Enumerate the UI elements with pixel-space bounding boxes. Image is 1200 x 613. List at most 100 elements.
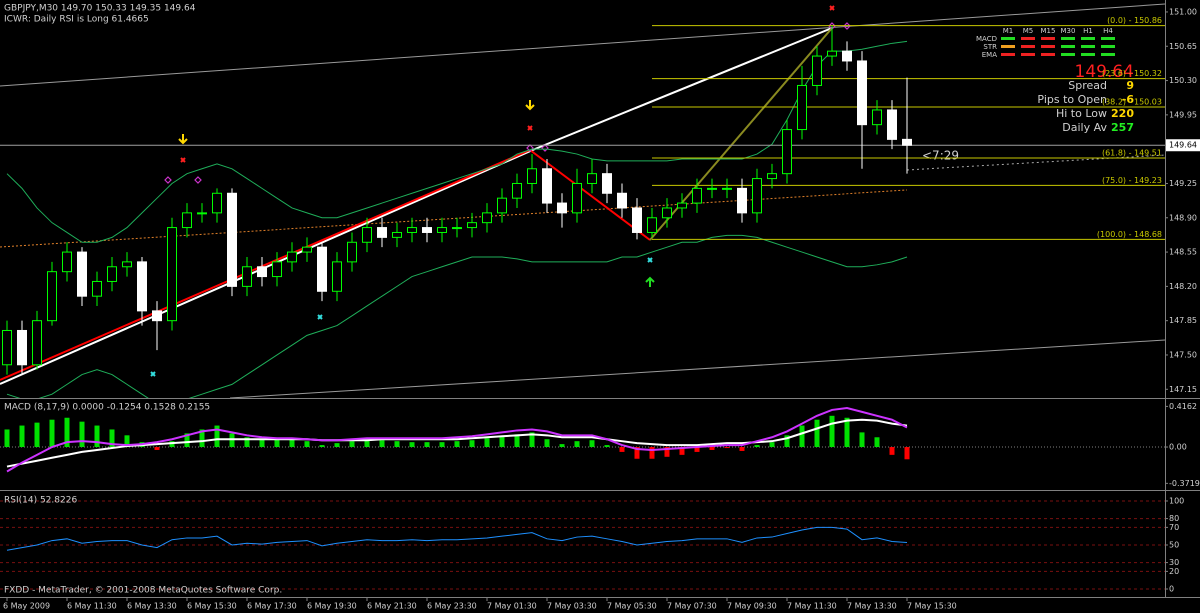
y-tick-label: 30 <box>1169 558 1179 567</box>
y-tick-label: 149.95 <box>1169 110 1197 119</box>
histogram-bar <box>274 438 280 448</box>
fib-label: (23.6) - 150.32 <box>1102 69 1162 78</box>
histogram-bar <box>874 437 880 448</box>
y-tick-label: 0.00 <box>1169 443 1187 452</box>
histogram-bar <box>79 421 85 448</box>
histogram-bar <box>64 417 70 448</box>
histogram-bar <box>769 442 775 448</box>
y-tick-label: -0.3719 <box>1169 479 1200 488</box>
candle-body <box>77 251 87 297</box>
indicator-note: ICWR: Daily RSI is Long 61.4665 <box>4 15 149 25</box>
signal-row-label: MACD <box>976 35 997 43</box>
timeframe-label: M1 <box>1003 27 1014 35</box>
candle-body <box>737 187 747 214</box>
candle-body <box>782 129 792 175</box>
candle-body <box>902 138 912 146</box>
candle-body <box>227 192 237 287</box>
candle-body <box>542 168 552 204</box>
candle-body <box>887 109 897 140</box>
candle-body <box>407 227 417 233</box>
pane-frames <box>0 0 1200 598</box>
histogram-bar <box>739 447 745 451</box>
histogram-bar <box>499 436 505 448</box>
x-tick-label: 7 May 03:30 <box>547 602 597 611</box>
candle-body <box>452 227 462 230</box>
candle-body <box>632 207 642 233</box>
current-price-label: 149.64 <box>1169 141 1197 150</box>
pane-title: MACD (8,17,9) 0.0000 -0.1254 0.1528 0.21… <box>4 403 210 413</box>
y-tick-label: 150.30 <box>1169 76 1197 85</box>
histogram-bar <box>394 441 400 448</box>
y-tick-label: 147.15 <box>1169 385 1197 394</box>
candle-body <box>872 109 882 126</box>
y-tick-label: 148.90 <box>1169 213 1197 222</box>
y-tick-label: 0.4162 <box>1169 402 1197 411</box>
candle-body <box>32 320 42 366</box>
histogram-bar <box>694 447 700 452</box>
histogram-bar <box>424 442 430 448</box>
stat-label: Pips to Open <box>1037 93 1107 106</box>
candle-body <box>647 217 657 233</box>
histogram-bar <box>469 440 475 448</box>
histogram-bar <box>409 442 415 448</box>
candle-body <box>137 261 147 312</box>
histogram-bar <box>754 445 760 448</box>
candle-body <box>377 227 387 238</box>
histogram-bar <box>664 447 670 457</box>
histogram-bar <box>214 425 220 448</box>
pane <box>0 406 1165 473</box>
candle-body <box>707 187 717 190</box>
histogram-bar <box>544 439 550 448</box>
histogram-bar <box>484 438 490 448</box>
histogram-bar <box>334 443 340 448</box>
candle-body <box>332 261 342 292</box>
candle-body <box>482 212 492 224</box>
x-tick-label: 6 May 21:30 <box>367 602 417 611</box>
band-line <box>6 234 908 398</box>
x-tick-label: 6 May 11:30 <box>67 602 117 611</box>
candle-body <box>122 261 132 268</box>
pane <box>0 500 1165 590</box>
candle-body <box>812 55 822 86</box>
indicator-line <box>6 526 908 551</box>
histogram-bar <box>109 429 115 448</box>
stat-value: -6 <box>1122 93 1135 106</box>
candle-body <box>512 182 522 199</box>
candle-body <box>572 182 582 214</box>
histogram-bar <box>154 447 160 450</box>
countdown: <7:29 <box>922 149 959 163</box>
timeframe-label: M30 <box>1061 27 1076 35</box>
candle-body <box>692 187 702 204</box>
y-tick-label: 151.00 <box>1169 7 1197 16</box>
stat-value: 220 <box>1111 107 1134 120</box>
info-price: 149.64 <box>1075 62 1134 82</box>
candle-body <box>827 50 837 57</box>
histogram-bar <box>319 445 325 448</box>
x-tick-label: 7 May 11:30 <box>787 602 837 611</box>
x-tick-label: 6 May 15:30 <box>187 602 237 611</box>
histogram-bar <box>724 447 730 449</box>
y-tick-label: 150.65 <box>1169 42 1197 51</box>
y-tick-label: 100 <box>1169 496 1184 505</box>
signal-row-label: EMA <box>982 51 997 59</box>
candle-body <box>17 329 27 366</box>
fib-label: (38.2) - 150.03 <box>1102 98 1162 107</box>
signal-grid <box>1001 37 1115 56</box>
candle-body <box>317 246 327 292</box>
candle-body <box>587 173 597 184</box>
histogram-bar <box>34 422 40 448</box>
histogram-bar <box>514 434 520 448</box>
candle-body <box>272 261 282 278</box>
timeframe-label: M15 <box>1041 27 1056 35</box>
x-tick-label: 6 May 17:30 <box>247 602 297 611</box>
y-tick-label: 147.50 <box>1169 350 1197 359</box>
histogram-bar <box>859 432 865 448</box>
histogram-bar <box>304 441 310 448</box>
histogram-bar <box>679 447 685 455</box>
histogram-bar <box>814 419 820 448</box>
candle-body <box>107 266 117 282</box>
y-tick-label: 148.20 <box>1169 282 1197 291</box>
x-tick-label: 6 May 23:30 <box>427 602 477 611</box>
